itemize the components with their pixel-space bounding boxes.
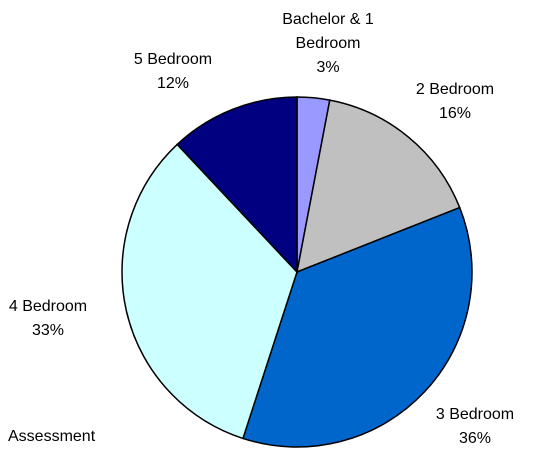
value-label: 3% xyxy=(316,59,340,76)
slice-label: Bachelor & 1 Bedroom 3% xyxy=(273,8,383,80)
value-label: 33% xyxy=(31,322,65,339)
category-label: Bachelor & 1 Bedroom xyxy=(282,11,374,52)
value-label: 16% xyxy=(438,105,472,122)
category-label: 2 Bedroom xyxy=(415,81,495,98)
pie-slice xyxy=(176,96,298,274)
pie-slice xyxy=(241,206,473,448)
value-label: 36% xyxy=(458,430,492,447)
pie-slice xyxy=(121,143,298,440)
category-label: 4 Bedroom xyxy=(8,298,88,315)
value-label: 12% xyxy=(156,75,190,92)
slice-label: 3 Bedroom 36% xyxy=(415,403,535,451)
pie-slice xyxy=(296,99,461,274)
slice-label: 2 Bedroom 16% xyxy=(395,78,515,126)
category-label: 3 Bedroom xyxy=(435,406,515,423)
category-label: 5 Bedroom xyxy=(133,51,213,68)
slice-label: 4 Bedroom 33% xyxy=(0,295,103,343)
slice-label: 5 Bedroom 12% xyxy=(113,48,233,96)
caption: Assessment xyxy=(8,428,96,445)
